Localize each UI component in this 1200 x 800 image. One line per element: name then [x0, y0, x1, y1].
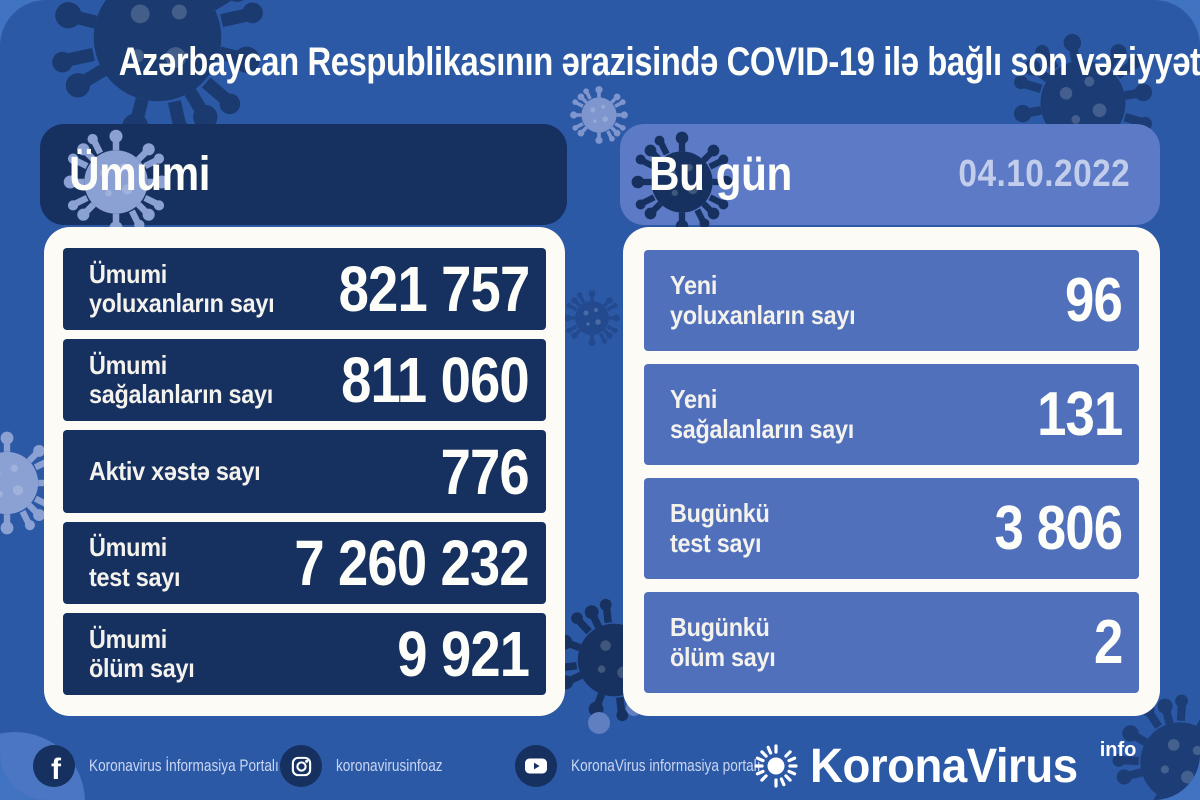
facebook-label: Koronavirus İnformasiya Portalı	[89, 756, 279, 775]
totals-panel: Ümumi yoluxanların sayı 821 757 Ümumi sa…	[44, 227, 565, 716]
instagram-icon	[280, 745, 322, 787]
youtube-label: KoronaVirus informasiya portalı	[571, 756, 761, 775]
logo-text: KoronaVirus	[810, 739, 1078, 793]
stat-label: Ümumi sağalanların sayı	[89, 349, 274, 410]
youtube-link[interactable]: KoronaVirus informasiya portalı	[515, 738, 808, 794]
stat-label: Yeni sağalanların sayı	[670, 384, 855, 444]
stat-label: Bugünkü ölüm sayı	[670, 612, 776, 672]
facebook-icon: f	[33, 745, 75, 787]
stat-row-total-deaths: Ümumi ölüm sayı 9 921	[63, 612, 546, 696]
report-date: 04.10.2022	[958, 153, 1130, 195]
stat-row-active-cases: Aktiv xəstə sayı 776	[63, 430, 546, 513]
today-panel-header: Bu gün 04.10.2022	[620, 124, 1160, 225]
stat-row-today-tests: Bugünkü test sayı 3 806	[644, 478, 1139, 579]
koronavirus-logo[interactable]: KoronaVirus info	[752, 738, 1138, 794]
instagram-link[interactable]: koronavirusinfoaz	[280, 738, 469, 794]
stat-label: Bugünkü test sayı	[670, 498, 770, 558]
footer: f Koronavirus İnformasiya Portalı korona…	[0, 738, 1200, 794]
logo-sup-text: info	[1099, 738, 1137, 761]
stat-row-total-recovered: Ümumi sağalanların sayı 811 060	[63, 339, 546, 422]
totals-panel-header: Ümumi	[40, 124, 567, 225]
stat-value: 821 757	[338, 253, 530, 326]
stat-row-total-tests: Ümumi test sayı 7 260 232	[63, 521, 546, 604]
youtube-icon	[515, 745, 557, 787]
page-title-text: Azərbaycan Respublikasının ərazisində CO…	[118, 40, 1200, 84]
stat-row-new-infected: Yeni yoluxanların sayı 96	[644, 250, 1139, 351]
stat-value: 7 260 232	[294, 526, 530, 599]
stat-value: 96	[1065, 266, 1123, 335]
page-title: Azərbaycan Respublikasının ərazisində CO…	[0, 40, 1200, 85]
stat-label: Aktiv xəstə sayı	[89, 455, 261, 486]
stat-label: Ümumi ölüm sayı	[89, 623, 195, 683]
logo-virus-icon	[752, 742, 800, 790]
stat-value: 3 806	[994, 494, 1122, 563]
today-panel-title: Bu gün	[649, 148, 792, 201]
stat-label: Yeni yoluxanların sayı	[670, 270, 856, 330]
today-panel: Yeni yoluxanların sayı 96 Yeni sağalanla…	[623, 227, 1160, 716]
stat-label: Ümumi yoluxanların sayı	[89, 258, 275, 319]
stat-row-total-infected: Ümumi yoluxanların sayı 821 757	[63, 248, 546, 331]
background-blob	[588, 712, 610, 734]
virus-decoration	[568, 84, 630, 146]
facebook-link[interactable]: f Koronavirus İnformasiya Portalı	[33, 738, 326, 794]
stat-value: 131	[1036, 380, 1123, 449]
virus-decoration	[562, 288, 622, 348]
stat-value: 776	[440, 435, 530, 508]
stat-row-new-recovered: Yeni sağalanların sayı 131	[644, 364, 1139, 465]
stat-label: Ümumi test sayı	[89, 532, 181, 592]
stat-value: 2	[1093, 608, 1123, 677]
totals-panel-title: Ümumi	[69, 148, 211, 201]
stat-row-today-deaths: Bugünkü ölüm sayı 2	[644, 592, 1139, 693]
stat-value: 811 060	[341, 344, 530, 417]
instagram-label: koronavirusinfoaz	[336, 756, 443, 775]
stat-value: 9 921	[397, 617, 530, 690]
